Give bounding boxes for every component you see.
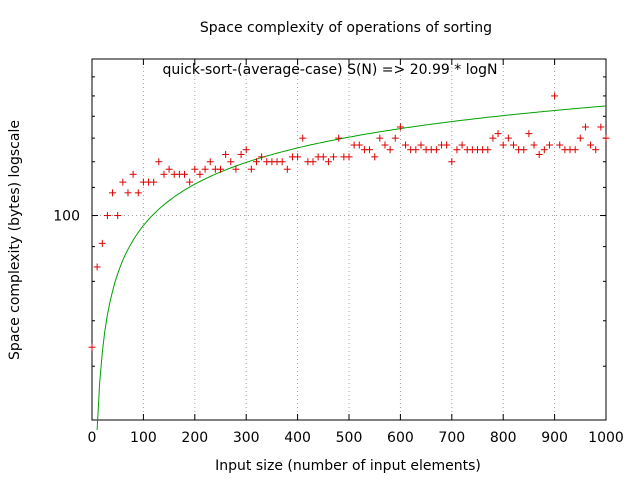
x-axis-label: Input size (number of input elements) [215,458,481,474]
data-point [494,130,502,138]
data-point [247,165,255,173]
data-point [417,141,425,149]
data-point [206,158,214,166]
data-point [294,153,302,161]
data-point [124,189,132,197]
data-point [150,178,158,186]
data-point [499,141,507,149]
x-tick-label: 400 [284,430,311,446]
data-point [165,165,173,173]
data-point [432,146,440,154]
data-point [103,212,111,220]
data-point [324,158,332,166]
data-point [525,130,533,138]
data-point [448,158,456,166]
data-point [355,141,363,149]
x-tick-label: 600 [387,430,414,446]
x-tick-label: 1000 [588,430,624,446]
data-point [196,170,204,178]
x-tick-label: 500 [336,430,363,446]
data-point [391,134,399,142]
data-point [509,141,517,149]
data-point [386,146,394,154]
data-point [88,343,96,351]
data-point [602,134,610,142]
data-point [453,146,461,154]
data-point [181,170,189,178]
data-point [545,141,553,149]
data-point [252,158,260,166]
data-point [345,153,353,161]
x-tick-label: 700 [438,430,465,446]
data-point [319,153,327,161]
data-point [396,123,404,131]
data-point [530,141,538,149]
data-point [597,123,605,131]
data-point [581,123,589,131]
y-axis-label: Space complexity (bytes) logscale [7,120,23,360]
data-point [535,150,543,158]
data-point [571,146,579,154]
data-point [489,134,497,142]
data-point [299,134,307,142]
data-point [402,141,410,149]
data-point [232,165,240,173]
ticks: 0 100 200 300 400 500 600 700 800 900 1000 100 [53,58,624,446]
data-point [330,153,338,161]
x-tick-label: 0 [88,430,97,446]
data-point [93,263,101,271]
x-tick-label: 300 [233,430,260,446]
data-point [155,158,163,166]
data-point [576,134,584,142]
data-point [371,153,379,161]
data-point [556,141,564,149]
data-point [458,141,466,149]
data-points [88,92,610,351]
data-point [443,141,451,149]
x-tick-label: 900 [541,430,568,446]
data-point [335,134,343,142]
data-point [520,146,528,154]
data-point [484,146,492,154]
data-point [227,158,235,166]
data-point [114,212,122,220]
data-point [109,189,117,197]
data-point [98,239,106,247]
y-tick-label: 100 [53,209,80,225]
legend-label: quick-sort-(average-case) S(N) => 20.99 … [162,62,497,78]
data-point [278,158,286,166]
chart-title: Space complexity of operations of sortin… [200,20,492,36]
data-point [381,141,389,149]
data-point [201,165,209,173]
data-point [309,158,317,166]
data-point [412,146,420,154]
data-point [129,170,137,178]
data-point [160,170,168,178]
data-point [119,178,127,186]
data-point [587,141,595,149]
data-point [504,134,512,142]
data-point [551,92,559,100]
fit-curve [96,105,607,431]
data-point [186,178,194,186]
data-point [376,134,384,142]
data-point [217,165,224,173]
data-point [134,189,142,197]
data-point [366,146,374,154]
data-point [191,165,199,173]
data-point [258,153,266,161]
x-tick-label: 100 [130,430,157,446]
grid [92,59,606,420]
data-point [237,150,245,158]
data-point [592,146,600,154]
data-point [242,146,250,154]
data-point [222,150,230,158]
x-tick-label: 200 [181,430,208,446]
x-tick-label: 800 [490,430,517,446]
data-point [283,165,291,173]
data-point [540,146,548,154]
